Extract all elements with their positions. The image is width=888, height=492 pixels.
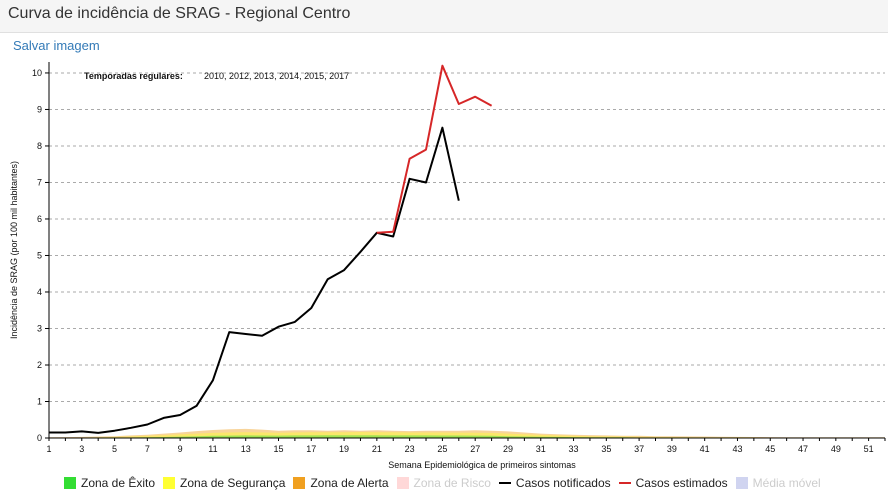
y-tick-label: 1 (37, 396, 42, 406)
x-tick-label: 27 (470, 444, 480, 454)
x-tick-label: 13 (241, 444, 251, 454)
x-tick-label: 3 (79, 444, 84, 454)
x-tick-label: 45 (765, 444, 775, 454)
legend-label: Média móvel (752, 476, 821, 490)
x-tick-label: 11 (208, 444, 217, 454)
y-tick-label: 4 (37, 287, 42, 297)
x-tick-label: 35 (601, 444, 611, 454)
legend-swatch (163, 477, 176, 489)
y-tick-label: 3 (37, 323, 42, 333)
legend-label: Casos notificados (515, 476, 611, 490)
x-tick-label: 43 (732, 444, 742, 454)
series-line-casos-estimados (376, 64, 493, 234)
zone-area-zona-de-seguran-a (49, 432, 885, 438)
x-tick-label: 41 (700, 444, 710, 454)
grid-lines (49, 72, 885, 402)
x-tick-label: 19 (339, 444, 349, 454)
x-tick-label: 33 (569, 444, 579, 454)
legend-item[interactable]: Casos estimados (618, 476, 728, 490)
x-tick-label: 1 (46, 444, 51, 454)
risk-zones (49, 428, 885, 438)
y-tick-label: 2 (37, 360, 42, 370)
legend-item[interactable]: Zona de Alerta (293, 476, 389, 490)
legend-swatch (735, 477, 748, 489)
legend-item[interactable]: Zona de Êxito (64, 476, 155, 490)
x-tick-label: 17 (306, 444, 316, 454)
y-tick-label: 10 (32, 68, 42, 78)
chart-title: Curva de incidência de SRAG - Regional C… (8, 5, 351, 22)
legend-swatch (64, 477, 76, 489)
legend-swatch (498, 482, 511, 484)
x-tick-label: 25 (437, 444, 447, 454)
legend-swatch (618, 482, 631, 484)
annotation-label: Temporadas regulares: (84, 71, 183, 81)
legend-label: Zona de Risco (413, 476, 491, 490)
y-tick-label: 5 (37, 250, 42, 260)
x-tick-label: 15 (273, 444, 283, 454)
legend-item[interactable]: Casos notificados (498, 476, 611, 490)
annotation-value: 2010, 2012, 2013, 2014, 2015, 2017 (204, 71, 349, 81)
zone-area-zona-de-alerta (49, 428, 885, 438)
legend-label: Zona de Segurança (180, 476, 286, 490)
x-tick-label: 9 (178, 444, 183, 454)
x-tick-label: 31 (536, 444, 546, 454)
legend-label: Zona de Êxito (81, 476, 156, 490)
zone-area-zona-de-xito (49, 435, 885, 438)
x-tick-label: 47 (798, 444, 808, 454)
y-tick-label: 9 (37, 104, 42, 114)
chart-header: Curva de incidência de SRAG - Regional C… (0, 0, 888, 33)
x-tick-label: 37 (634, 444, 644, 454)
x-tick-label: 29 (503, 444, 513, 454)
y-axis-label: Incidência de SRAG (por 100 mil habitant… (9, 161, 19, 339)
x-axis-label: Semana Epidemiológica de primeiros sinto… (388, 460, 576, 470)
x-tick-label: 51 (864, 444, 874, 454)
legend: Zona de Êxito Zona de Segurança Zona de Al… (64, 476, 829, 490)
legend-item[interactable]: Média móvel (735, 476, 821, 490)
legend-swatch (293, 477, 306, 489)
series-lines (49, 64, 493, 434)
legend-label: Zona de Alerta (310, 476, 389, 490)
legend-label: Casos estimados (635, 476, 728, 490)
x-tick-label: 23 (405, 444, 415, 454)
save-image-link[interactable]: Salvar imagem (13, 38, 100, 53)
x-tick-label: 49 (831, 444, 841, 454)
y-tick-label: 0 (37, 433, 42, 443)
y-tick-label: 7 (37, 177, 42, 187)
legend-swatch (396, 477, 409, 489)
x-tick-label: 21 (372, 444, 382, 454)
legend-item[interactable]: Zona de Risco (396, 476, 491, 490)
x-tick-label: 39 (667, 444, 677, 454)
y-tick-label: 8 (37, 141, 42, 151)
legend-item[interactable]: Zona de Segurança (163, 476, 285, 490)
series-line-casos-notificados (49, 126, 460, 434)
x-tick-label: 7 (145, 444, 150, 454)
y-tick-label: 6 (37, 214, 42, 224)
x-tick-label: 5 (112, 444, 117, 454)
